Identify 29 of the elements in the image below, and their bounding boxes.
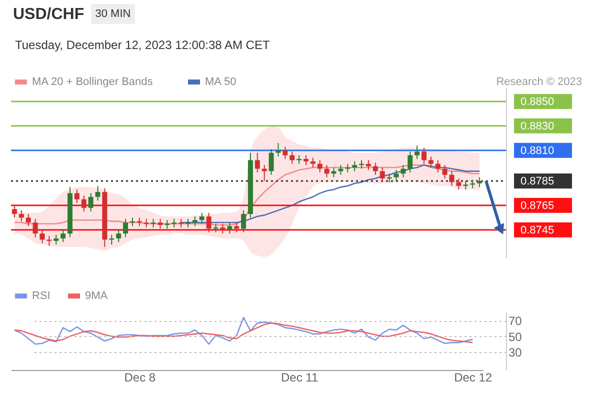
candlestick [172, 218, 177, 228]
y-tick-label: 0.8850 [520, 96, 554, 108]
x-tick-label: Dec 11 [280, 370, 318, 384]
line-series [14, 316, 474, 345]
y-tick-label: 0.8765 [520, 200, 554, 212]
candlestick [178, 218, 184, 228]
candlestick [46, 235, 52, 246]
y-tick-label: 0.8810 [520, 144, 554, 157]
candlestick [150, 218, 156, 228]
y-tick-label: 0.8785 [520, 175, 554, 188]
legend-label: RSI [32, 290, 50, 302]
chart-title: USD/CHF [13, 6, 84, 23]
y-tick-label: 30 [508, 345, 522, 360]
line-series [14, 322, 474, 344]
candlestick [144, 218, 149, 228]
y-tick-label: 0.8745 [520, 224, 554, 236]
legend-label: 9MA [85, 290, 108, 302]
candlestick [463, 180, 468, 190]
y-tick-label: 70 [508, 314, 522, 328]
text: 30 MIN [95, 8, 131, 20]
legend-label: MA 20 + Bollinger Bands [32, 76, 154, 88]
x-tick-label: Dec 12 [454, 370, 492, 384]
x-tick-label: Dec 8 [124, 370, 156, 384]
legend-label: MA 50 [205, 76, 236, 88]
chart-subtitle: Tuesday, December 12, 2023 12:00:38 AM CET [15, 38, 270, 52]
candlestick [186, 218, 190, 228]
y-tick-label: 50 [508, 330, 522, 344]
y-tick-label: 0.8830 [520, 120, 554, 132]
text: Research © 2023 [496, 76, 582, 88]
